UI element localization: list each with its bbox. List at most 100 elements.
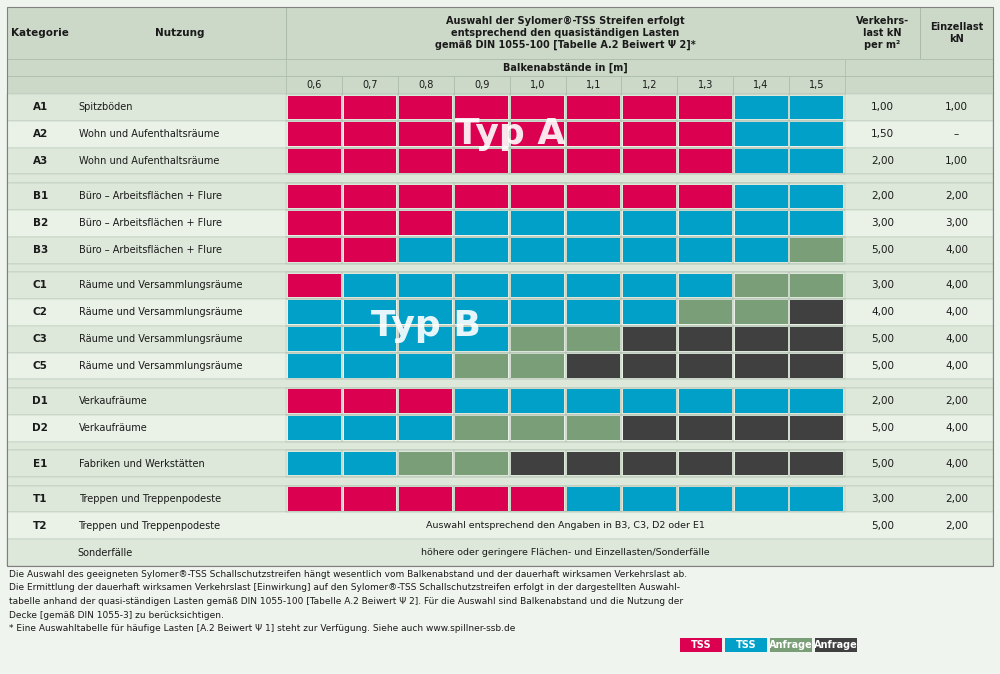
Bar <box>733 210 789 237</box>
Bar <box>621 94 677 121</box>
Text: 1,2: 1,2 <box>642 80 657 90</box>
Text: Verkaufräume: Verkaufräume <box>79 396 148 406</box>
Bar <box>0 566 1000 674</box>
Bar <box>677 210 733 237</box>
Bar <box>399 452 452 475</box>
Text: 0,6: 0,6 <box>307 80 322 90</box>
Bar <box>680 638 722 652</box>
Bar <box>7 272 993 299</box>
Bar <box>398 326 454 353</box>
Text: 4,00: 4,00 <box>871 307 894 317</box>
Bar <box>566 450 621 477</box>
Text: tabelle anhand der quasi-ständigen Lasten gemäß DIN 1055-100 [Tabelle A.2 Beiwer: tabelle anhand der quasi-ständigen Laste… <box>9 597 683 606</box>
Bar <box>399 185 452 208</box>
Bar <box>677 326 733 353</box>
Bar <box>511 96 564 119</box>
Bar <box>399 149 452 173</box>
Text: Verkehrs-
last kN
per m²: Verkehrs- last kN per m² <box>856 16 909 50</box>
Bar <box>623 390 676 413</box>
Bar <box>510 272 566 299</box>
Bar <box>344 238 396 262</box>
Bar <box>454 121 510 148</box>
Text: 5,00: 5,00 <box>871 423 894 433</box>
Bar <box>789 326 845 353</box>
Bar <box>510 299 566 326</box>
Bar <box>399 417 452 440</box>
Bar <box>623 96 676 119</box>
Bar <box>7 94 993 121</box>
Bar <box>789 299 845 326</box>
Bar <box>288 274 341 297</box>
Bar <box>342 299 398 326</box>
Bar <box>399 274 452 297</box>
Bar <box>789 183 845 210</box>
Bar <box>679 487 732 511</box>
Bar <box>679 185 732 208</box>
Bar <box>7 539 993 566</box>
Bar <box>621 76 677 94</box>
Bar <box>566 183 621 210</box>
Bar <box>566 121 621 148</box>
Bar <box>621 388 677 415</box>
Bar <box>566 326 621 353</box>
Bar <box>621 148 677 175</box>
Bar <box>735 185 788 208</box>
Bar <box>566 272 621 299</box>
Bar <box>288 149 341 173</box>
Text: 1,00: 1,00 <box>945 156 968 166</box>
Bar <box>789 388 845 415</box>
Bar <box>399 487 452 511</box>
Bar <box>679 274 732 297</box>
Bar <box>789 76 845 94</box>
Bar <box>286 415 342 441</box>
Bar <box>455 487 508 511</box>
Bar <box>677 121 733 148</box>
Text: 1,00: 1,00 <box>945 102 968 113</box>
Bar <box>510 148 566 175</box>
Bar <box>510 353 566 379</box>
Bar <box>677 450 733 477</box>
Bar <box>7 512 993 539</box>
Bar <box>342 272 398 299</box>
Bar <box>735 274 788 297</box>
Bar <box>510 450 566 477</box>
Text: 5,00: 5,00 <box>871 458 894 468</box>
Bar <box>398 388 454 415</box>
Bar <box>342 353 398 379</box>
Bar <box>677 148 733 175</box>
Bar <box>399 328 452 351</box>
Text: Sonderfälle: Sonderfälle <box>78 547 133 557</box>
Bar <box>567 185 620 208</box>
Text: Nutzung: Nutzung <box>155 28 205 38</box>
Bar <box>455 185 508 208</box>
Bar <box>511 417 564 440</box>
Bar <box>566 76 621 94</box>
Text: Räume und Versammlungsräume: Räume und Versammlungsräume <box>79 280 242 290</box>
Bar <box>344 452 396 475</box>
Bar <box>511 238 564 262</box>
Text: Kategorie: Kategorie <box>11 28 69 38</box>
Bar <box>735 487 788 511</box>
Text: 3,00: 3,00 <box>945 218 968 228</box>
Text: B3: B3 <box>33 245 48 255</box>
Bar <box>790 96 843 119</box>
Bar <box>399 123 452 146</box>
Bar <box>342 76 398 94</box>
Bar <box>7 183 993 210</box>
Text: 4,00: 4,00 <box>945 307 968 317</box>
Text: 4,00: 4,00 <box>945 334 968 344</box>
Bar <box>344 328 396 351</box>
Bar <box>454 450 510 477</box>
Bar <box>455 417 508 440</box>
Bar <box>623 274 676 297</box>
Bar <box>567 328 620 351</box>
Bar <box>510 237 566 264</box>
Bar <box>567 274 620 297</box>
Bar <box>677 353 733 379</box>
Bar <box>790 149 843 173</box>
Bar <box>621 272 677 299</box>
Text: A3: A3 <box>33 156 48 166</box>
Text: T2: T2 <box>33 521 48 530</box>
Text: Räume und Versammlungsräume: Räume und Versammlungsräume <box>79 307 242 317</box>
Text: D2: D2 <box>32 423 48 433</box>
